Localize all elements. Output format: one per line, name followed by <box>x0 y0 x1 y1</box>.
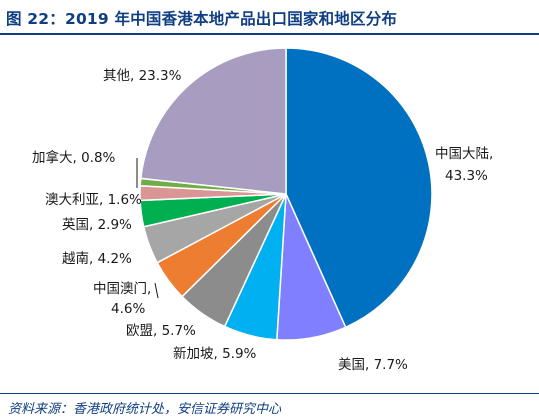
leader-lines <box>136 158 159 299</box>
slice-label: 中国澳门, <box>93 281 151 297</box>
pie-slice <box>285 47 433 329</box>
figure-title: 图 22：2019 年中国香港本地产品出口国家和地区分布 <box>6 10 398 28</box>
pie-labels: 中国大陆, 43.3% 美国, 7.7% 新加坡, 5.9% 欧盟, 5.7% 中国澳门,… <box>32 68 493 373</box>
slice-value-label: 4.6% <box>111 301 145 317</box>
slice-label: 欧盟, 5.7% <box>126 323 196 339</box>
pie-chart: 中国大陆, 43.3% 美国, 7.7% 新加坡, 5.9% 欧盟, 5.7% 中国澳门,… <box>32 47 493 373</box>
source-divider <box>0 393 539 394</box>
slice-label: 澳大利亚, 1.6% <box>45 192 142 208</box>
slice-label: 其他, 23.3% <box>103 68 182 84</box>
pie-slices <box>139 47 433 341</box>
leader-line <box>154 282 159 299</box>
title-divider <box>0 33 539 35</box>
slice-label: 越南, 4.2% <box>62 251 132 267</box>
slice-label: 英国, 2.9% <box>62 216 132 233</box>
slice-label: 新加坡, 5.9% <box>173 346 257 362</box>
slice-label: 美国, 7.7% <box>338 357 408 373</box>
slice-value-label: 43.3% <box>445 168 488 184</box>
slice-label: 中国大陆, <box>435 146 493 162</box>
source-note: 资料来源：香港政府统计处，安信证券研究中心 <box>8 402 282 417</box>
slice-label: 加拿大, 0.8% <box>32 149 116 166</box>
pie-slice <box>140 47 287 195</box>
